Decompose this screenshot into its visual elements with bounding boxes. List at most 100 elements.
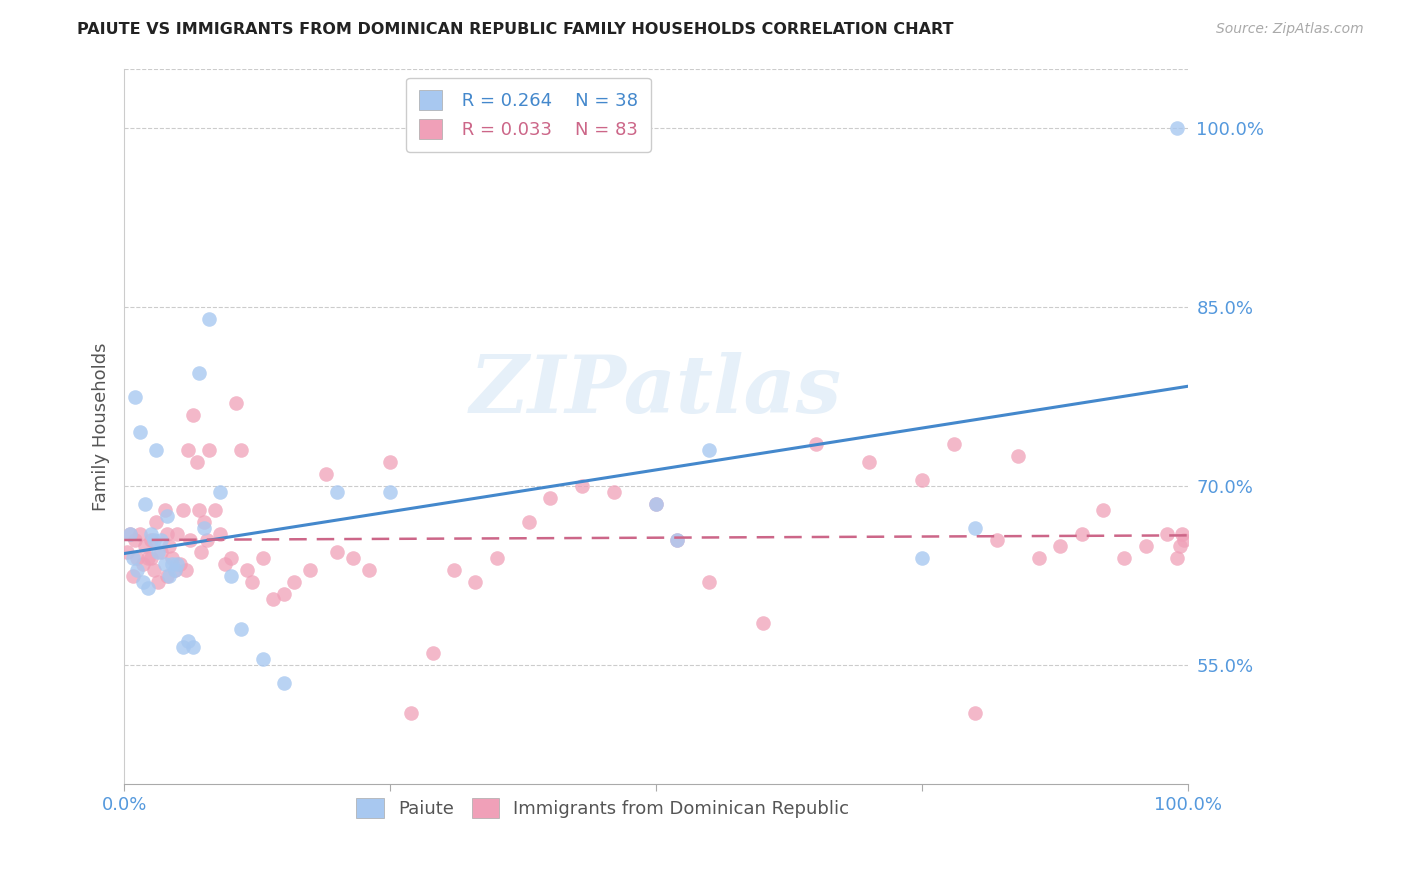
Point (517, 515, 540, 529)
Point (283, 574, 305, 589)
Point (166, 557, 188, 571)
Point (208, 485, 231, 500)
Point (911, 473, 934, 487)
Point (342, 550, 364, 565)
Point (804, 437, 827, 451)
Point (143, 533, 166, 547)
Point (602, 485, 624, 500)
Point (156, 526, 179, 541)
Point (134, 497, 156, 511)
Point (160, 550, 183, 565)
Point (156, 568, 179, 582)
Point (1070, 526, 1092, 541)
Point (240, 574, 263, 589)
Point (422, 646, 444, 660)
Text: PAIUTE VS IMMIGRANTS FROM DOMINICAN REPUBLIC FAMILY HOUSEHOLDS CORRELATION CHART: PAIUTE VS IMMIGRANTS FROM DOMINICAN REPU… (77, 22, 953, 37)
Point (262, 592, 284, 607)
Point (1114, 550, 1136, 565)
Point (169, 557, 191, 571)
Point (121, 568, 143, 582)
Point (153, 557, 176, 571)
Point (252, 550, 274, 565)
Point (225, 395, 247, 409)
Point (401, 706, 423, 720)
Point (1007, 450, 1029, 464)
Point (150, 545, 173, 559)
Point (645, 497, 668, 511)
Point (326, 545, 349, 559)
Point (125, 563, 148, 577)
Point (380, 455, 402, 469)
Point (357, 563, 380, 577)
Point (156, 508, 179, 523)
Point (538, 491, 561, 505)
Point (165, 563, 187, 577)
Point (186, 455, 208, 469)
Point (235, 563, 257, 577)
Point (231, 623, 253, 637)
Point (148, 545, 170, 559)
Point (157, 568, 180, 582)
Point (157, 539, 180, 553)
Point (177, 634, 200, 648)
Point (986, 533, 1008, 547)
Text: ZIPatlas: ZIPatlas (470, 352, 842, 429)
Point (965, 521, 987, 535)
Point (165, 563, 187, 577)
Point (117, 545, 139, 559)
Point (326, 485, 349, 500)
Y-axis label: Family Households: Family Households (93, 343, 110, 511)
Point (699, 443, 721, 458)
Point (129, 425, 152, 440)
Point (965, 706, 987, 720)
Point (1135, 539, 1157, 553)
Point (136, 550, 159, 565)
Point (195, 533, 218, 547)
Point (252, 652, 274, 666)
Point (148, 574, 170, 589)
Point (145, 443, 167, 458)
Point (124, 533, 146, 547)
Point (380, 485, 402, 500)
Point (179, 533, 201, 547)
Point (1092, 503, 1115, 517)
Point (273, 586, 295, 600)
Point (124, 390, 146, 404)
Point (1166, 550, 1188, 565)
Point (193, 521, 215, 535)
Point (134, 539, 156, 553)
Point (219, 550, 242, 565)
Point (139, 533, 162, 547)
Point (911, 550, 934, 565)
Point (183, 640, 205, 655)
Point (150, 533, 173, 547)
Point (315, 467, 337, 482)
Point (273, 676, 295, 690)
Point (208, 526, 231, 541)
Legend: Paiute, Immigrants from Dominican Republic: Paiute, Immigrants from Dominican Republ… (349, 791, 856, 825)
Point (153, 503, 176, 517)
Point (121, 550, 143, 565)
Point (125, 550, 148, 565)
Text: Source: ZipAtlas.com: Source: ZipAtlas.com (1216, 22, 1364, 37)
Point (172, 640, 194, 655)
Point (139, 550, 162, 565)
Point (299, 563, 322, 577)
Point (198, 443, 221, 458)
Point (571, 479, 593, 493)
Point (177, 443, 200, 458)
Point (231, 443, 253, 458)
Point (118, 526, 141, 541)
Point (1049, 539, 1071, 553)
Point (136, 581, 159, 595)
Point (160, 557, 183, 571)
Point (118, 526, 141, 541)
Point (187, 503, 209, 517)
Point (443, 563, 465, 577)
Point (198, 312, 221, 326)
Point (464, 574, 486, 589)
Point (1156, 526, 1178, 541)
Point (174, 563, 197, 577)
Point (190, 545, 212, 559)
Point (1028, 550, 1050, 565)
